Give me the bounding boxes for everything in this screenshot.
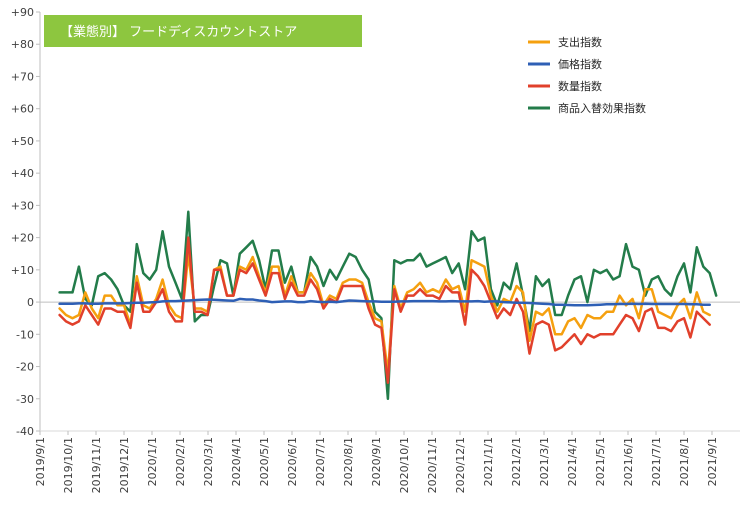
- chart-title-background: [44, 15, 362, 47]
- legend-label-0: 支出指数: [558, 35, 602, 49]
- x-tick-label: 2020/4/1: [230, 437, 243, 486]
- x-tick-label: 2019/11/1: [90, 437, 103, 493]
- legend-label-2: 数量指数: [558, 79, 602, 93]
- y-tick-label: +10: [11, 264, 34, 277]
- x-tick-label: 2021/7/1: [650, 437, 663, 486]
- x-tick-label: 2020/8/1: [342, 437, 355, 486]
- x-tick-label: 2020/6/1: [286, 437, 299, 486]
- y-tick-label: +20: [11, 232, 34, 245]
- chart-title: 【業態別】 フードディスカウントストア: [60, 24, 297, 40]
- x-tick-label: 2021/4/1: [566, 437, 579, 486]
- series-layer: [58, 210, 718, 401]
- x-tick-label: 2020/3/1: [202, 437, 215, 486]
- legend-label-1: 価格指数: [558, 57, 602, 71]
- y-tick-label: +90: [11, 6, 34, 19]
- y-tick-label: -10: [16, 328, 34, 341]
- chart-title-box: 【業態別】 フードディスカウントストア: [44, 15, 362, 47]
- x-tick-label: 2020/9/1: [370, 437, 383, 486]
- x-tick-label: 2021/5/1: [594, 437, 607, 486]
- x-tick-label: 2020/7/1: [314, 437, 327, 486]
- series-line-1: [58, 297, 711, 307]
- x-tick-label: 2021/6/1: [622, 437, 635, 486]
- x-tick-label: 2020/12/1: [454, 437, 467, 493]
- x-tick-label: 2021/2/1: [510, 437, 523, 486]
- y-tick-label: +40: [11, 167, 34, 180]
- y-tick-label: +80: [11, 38, 34, 51]
- x-axis: 2019/9/1 2019/10/1 2019/11/1 2019/12/1 2020/…: [34, 431, 719, 493]
- x-tick-label: 2020/1/1: [146, 437, 159, 486]
- y-tick-label: +70: [11, 70, 34, 83]
- y-tick-label: +30: [11, 199, 34, 212]
- y-tick-label: -40: [16, 425, 34, 438]
- legend-label-3: 商品入替効果指数: [558, 101, 646, 115]
- x-tick-label: 2020/2/1: [174, 437, 187, 486]
- series-line-2: [58, 236, 711, 384]
- x-tick-label: 2021/9/1: [706, 437, 719, 486]
- x-tick-label: 2021/8/1: [678, 437, 691, 486]
- x-tick-label: 2019/12/1: [118, 437, 131, 493]
- y-tick-label: -30: [16, 393, 34, 406]
- x-tick-label: 2019/9/1: [34, 437, 47, 486]
- x-tick-label: 2020/5/1: [258, 437, 271, 486]
- y-tick-label: 0: [27, 296, 34, 309]
- x-tick-label: 2021/1/1: [482, 437, 495, 486]
- x-tick-label: 2019/10/1: [62, 437, 75, 493]
- y-tick-label: -20: [16, 361, 34, 374]
- x-tick-label: 2021/3/1: [538, 437, 551, 486]
- y-tick-label: +50: [11, 135, 34, 148]
- x-tick-label: 2020/10/1: [398, 437, 411, 493]
- x-tick-label: 2020/11/1: [426, 437, 439, 493]
- series-line-3: [58, 210, 718, 401]
- y-tick-label: +60: [11, 103, 34, 116]
- y-axis: +90 +80 +70 +60 +50 +40 +30 +20 +10 0 -10 -20 -30 -40: [11, 6, 40, 438]
